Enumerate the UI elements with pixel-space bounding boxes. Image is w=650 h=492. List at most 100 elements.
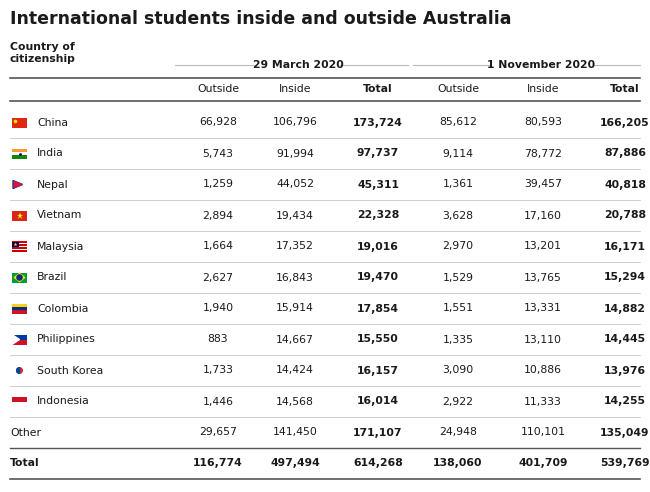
Text: 2,627: 2,627 <box>203 273 233 282</box>
Text: Philippines: Philippines <box>37 335 96 344</box>
Text: Indonesia: Indonesia <box>37 397 90 406</box>
Text: 401,709: 401,709 <box>518 459 567 468</box>
Text: Inside: Inside <box>526 84 559 94</box>
Text: 13,110: 13,110 <box>524 335 562 344</box>
FancyBboxPatch shape <box>12 304 27 307</box>
Text: 45,311: 45,311 <box>357 180 399 189</box>
Text: Vietnam: Vietnam <box>37 211 83 220</box>
Text: 1,529: 1,529 <box>443 273 473 282</box>
Text: China: China <box>37 118 68 127</box>
Text: Total: Total <box>610 84 640 94</box>
Text: 3,628: 3,628 <box>443 211 473 220</box>
FancyBboxPatch shape <box>12 310 27 313</box>
Text: 14,667: 14,667 <box>276 335 314 344</box>
Text: 110,101: 110,101 <box>521 428 566 437</box>
Text: 19,434: 19,434 <box>276 211 314 220</box>
FancyBboxPatch shape <box>12 397 27 401</box>
FancyBboxPatch shape <box>12 246 27 247</box>
Text: 14,445: 14,445 <box>604 335 646 344</box>
FancyBboxPatch shape <box>12 243 27 245</box>
Text: 138,060: 138,060 <box>434 459 483 468</box>
FancyBboxPatch shape <box>12 249 27 251</box>
Text: 116,774: 116,774 <box>193 459 243 468</box>
Text: 15,294: 15,294 <box>604 273 646 282</box>
Text: International students inside and outside Australia: International students inside and outsid… <box>10 10 512 28</box>
Text: 883: 883 <box>208 335 228 344</box>
Text: 1,733: 1,733 <box>203 366 233 375</box>
Text: 85,612: 85,612 <box>439 118 477 127</box>
Text: 17,854: 17,854 <box>357 304 399 313</box>
Text: 3,090: 3,090 <box>443 366 474 375</box>
Text: 20,788: 20,788 <box>604 211 646 220</box>
Text: 22,328: 22,328 <box>357 211 399 220</box>
Text: 15,914: 15,914 <box>276 304 314 313</box>
Text: 91,994: 91,994 <box>276 149 314 158</box>
Polygon shape <box>13 181 23 188</box>
Text: 497,494: 497,494 <box>270 459 320 468</box>
Text: 2,970: 2,970 <box>443 242 474 251</box>
FancyBboxPatch shape <box>12 307 27 310</box>
Text: Outside: Outside <box>197 84 239 94</box>
FancyBboxPatch shape <box>12 246 27 248</box>
Text: 19,470: 19,470 <box>357 273 399 282</box>
Text: 1,940: 1,940 <box>202 304 233 313</box>
Text: 87,886: 87,886 <box>604 149 646 158</box>
Text: 16,157: 16,157 <box>357 366 399 375</box>
Text: 14,882: 14,882 <box>604 304 646 313</box>
Text: 1,259: 1,259 <box>203 180 233 189</box>
FancyBboxPatch shape <box>12 366 27 375</box>
Text: 10,886: 10,886 <box>524 366 562 375</box>
Text: 1 November 2020: 1 November 2020 <box>488 60 595 70</box>
Text: 17,160: 17,160 <box>524 211 562 220</box>
Text: 1,335: 1,335 <box>443 335 473 344</box>
FancyBboxPatch shape <box>12 401 27 406</box>
Text: 16,014: 16,014 <box>357 397 399 406</box>
FancyBboxPatch shape <box>12 335 27 339</box>
FancyBboxPatch shape <box>12 118 27 127</box>
FancyBboxPatch shape <box>12 180 27 189</box>
Text: 1,551: 1,551 <box>443 304 473 313</box>
Text: 78,772: 78,772 <box>524 149 562 158</box>
Text: India: India <box>37 149 64 158</box>
Text: 106,796: 106,796 <box>272 118 317 127</box>
FancyBboxPatch shape <box>12 211 27 220</box>
Text: Outside: Outside <box>437 84 479 94</box>
Text: Inside: Inside <box>279 84 311 94</box>
Text: Country of
citizenship: Country of citizenship <box>10 42 76 64</box>
FancyBboxPatch shape <box>12 155 27 158</box>
Text: 173,724: 173,724 <box>353 118 403 127</box>
Text: 539,769: 539,769 <box>600 459 650 468</box>
Polygon shape <box>14 274 25 281</box>
Text: Total: Total <box>363 84 393 94</box>
Text: 29,657: 29,657 <box>199 428 237 437</box>
Text: 9,114: 9,114 <box>443 149 473 158</box>
Text: 39,457: 39,457 <box>524 180 562 189</box>
Text: 66,928: 66,928 <box>199 118 237 127</box>
Text: 13,976: 13,976 <box>604 366 646 375</box>
FancyBboxPatch shape <box>12 152 27 155</box>
Text: 1,361: 1,361 <box>443 180 473 189</box>
Polygon shape <box>17 368 20 373</box>
FancyBboxPatch shape <box>12 241 27 243</box>
Text: 11,333: 11,333 <box>524 397 562 406</box>
Text: 2,894: 2,894 <box>203 211 233 220</box>
Text: 13,765: 13,765 <box>524 273 562 282</box>
FancyBboxPatch shape <box>12 339 27 344</box>
Text: 13,331: 13,331 <box>524 304 562 313</box>
Text: 19,016: 19,016 <box>357 242 399 251</box>
Text: 15,550: 15,550 <box>357 335 399 344</box>
Text: 166,205: 166,205 <box>600 118 650 127</box>
Text: 16,171: 16,171 <box>604 242 646 251</box>
Text: 13,201: 13,201 <box>524 242 562 251</box>
Text: 1,664: 1,664 <box>203 242 233 251</box>
Text: 2,922: 2,922 <box>443 397 473 406</box>
Text: 97,737: 97,737 <box>357 149 399 158</box>
Polygon shape <box>12 335 20 344</box>
Polygon shape <box>14 182 21 187</box>
FancyBboxPatch shape <box>12 149 27 152</box>
Text: Brazil: Brazil <box>37 273 68 282</box>
Text: Nepal: Nepal <box>37 180 69 189</box>
Text: 135,049: 135,049 <box>600 428 650 437</box>
FancyBboxPatch shape <box>12 242 19 247</box>
Text: 141,450: 141,450 <box>272 428 317 437</box>
